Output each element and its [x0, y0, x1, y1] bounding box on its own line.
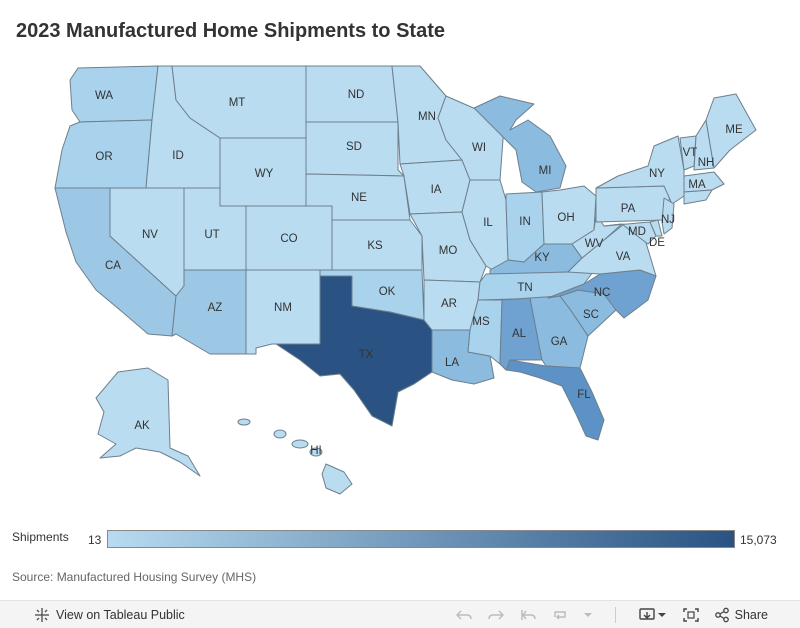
label-ND: ND [348, 89, 365, 101]
state-MI[interactable] [473, 95, 567, 193]
label-WA: WA [95, 90, 113, 102]
label-NJ: NJ [661, 214, 675, 226]
label-HI: HI [310, 445, 322, 457]
refresh-button[interactable] [551, 604, 569, 626]
state-NC[interactable] [547, 269, 657, 319]
label-MI: MI [539, 165, 552, 177]
label-GA: GA [551, 336, 568, 348]
label-VT: VT [683, 147, 698, 159]
label-OH: OH [557, 212, 574, 224]
download-icon [638, 607, 666, 620]
label-TN: TN [517, 282, 532, 294]
label-NY: NY [649, 168, 665, 180]
state-AK[interactable] [95, 367, 201, 477]
state-ME[interactable] [705, 93, 757, 169]
label-AK: AK [134, 420, 150, 432]
source-note: Source: Manufactured Housing Survey (MHS… [12, 570, 257, 584]
share-label: Share [734, 607, 768, 622]
page-title: 2023 Manufactured Home Shipments to Stat… [16, 20, 445, 42]
label-OR: OR [95, 151, 112, 163]
legend-max-value: 15,073 [740, 533, 777, 547]
state-MA[interactable] [683, 171, 725, 193]
label-SC: SC [583, 309, 599, 321]
label-IN: IN [519, 216, 531, 228]
label-NH: NH [698, 157, 715, 169]
refresh-icon [553, 610, 566, 619]
fullscreen-button[interactable] [682, 604, 700, 626]
share-button[interactable]: Share [714, 604, 768, 626]
legend-title: Shipments [12, 530, 69, 544]
label-MS: MS [472, 316, 490, 328]
state-SD[interactable] [305, 121, 405, 177]
label-KY: KY [534, 252, 550, 264]
state-KS[interactable] [331, 219, 423, 271]
redo-button[interactable] [487, 604, 505, 626]
state-FL[interactable] [505, 359, 605, 441]
label-PA: PA [621, 203, 636, 215]
label-VA: VA [616, 251, 631, 263]
label-WI: WI [472, 142, 486, 154]
label-LA: LA [445, 357, 459, 369]
label-ME: ME [725, 124, 743, 136]
label-DE: DE [649, 237, 665, 249]
label-MN: MN [418, 111, 436, 123]
label-KS: KS [367, 240, 383, 252]
label-MT: MT [229, 97, 246, 109]
label-NE: NE [351, 192, 367, 204]
state-RI-CT[interactable] [683, 189, 713, 205]
view-on-tableau-public-link[interactable]: View on Tableau Public [34, 607, 185, 623]
undo-button[interactable] [455, 604, 473, 626]
toolbar-divider [614, 606, 616, 623]
label-OK: OK [379, 286, 396, 298]
tableau-logo-icon [35, 607, 49, 622]
label-NV: NV [142, 229, 158, 241]
label-AZ: AZ [208, 302, 223, 314]
state-WA[interactable] [69, 65, 159, 123]
download-button[interactable] [638, 604, 668, 626]
view-on-tableau-public-label: View on Tableau Public [56, 607, 185, 622]
revert-button[interactable] [519, 604, 537, 626]
label-TX: TX [359, 349, 374, 361]
label-SD: SD [346, 141, 362, 153]
share-icon [714, 607, 729, 622]
state-labels: WA OR CA NV ID MT WY UT AZ CO NM ND SD N… [95, 89, 743, 457]
pause-dropdown-button[interactable] [583, 604, 593, 626]
legend-min-value: 13 [88, 533, 102, 547]
us-map[interactable]: WA OR CA NV ID MT WY UT AZ CO NM ND SD N… [0, 55, 800, 515]
label-UT: UT [204, 229, 219, 241]
state-HI[interactable] [237, 418, 353, 495]
label-MO: MO [439, 245, 458, 257]
redo-icon [487, 610, 504, 619]
undo-icon [455, 610, 472, 619]
state-TX[interactable] [275, 275, 433, 427]
revert-icon [520, 609, 536, 620]
label-WY: WY [255, 168, 274, 180]
label-IL: IL [483, 217, 493, 229]
label-NC: NC [594, 287, 611, 299]
label-MA: MA [688, 179, 706, 191]
state-NJ[interactable] [661, 197, 675, 235]
label-WV: WV [585, 238, 604, 250]
legend-color-ramp [107, 530, 735, 548]
label-AR: AR [441, 298, 457, 310]
label-IA: IA [431, 184, 442, 196]
state-DE[interactable] [649, 219, 663, 237]
label-ID: ID [172, 150, 184, 162]
label-CA: CA [105, 260, 121, 272]
label-CO: CO [280, 233, 297, 245]
fullscreen-icon [682, 607, 699, 622]
label-NM: NM [274, 302, 292, 314]
label-FL: FL [577, 389, 591, 401]
pause-dropdown-icon [583, 612, 592, 617]
state-NY[interactable] [595, 135, 685, 205]
contiguous-us [54, 65, 757, 441]
label-MD: MD [628, 226, 646, 238]
tableau-toolbar: View on Tableau Public Share [0, 600, 800, 628]
label-AL: AL [512, 328, 527, 340]
